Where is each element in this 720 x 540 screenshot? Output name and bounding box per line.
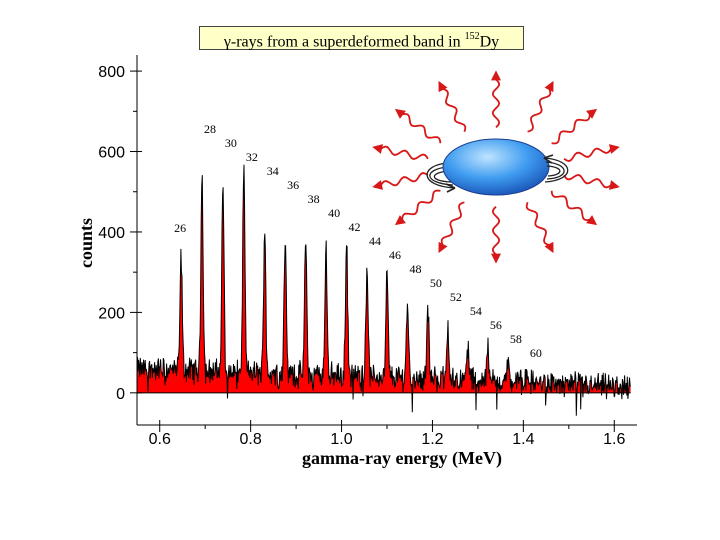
x-axis-label: gamma-ray energy (MeV) bbox=[302, 448, 502, 469]
y-axis-label: counts bbox=[76, 218, 96, 268]
peak-label: 32 bbox=[246, 150, 258, 164]
gamma-ray-arrow bbox=[563, 174, 612, 189]
gamma-ray-arrow bbox=[527, 88, 552, 133]
peak-label: 46 bbox=[389, 248, 401, 262]
x-tick-label: 1.2 bbox=[421, 431, 443, 448]
chart-title: γ-rays from a superdeformed band in 152D… bbox=[199, 26, 524, 50]
gamma-ray-arrow bbox=[550, 190, 591, 222]
emission-arrows bbox=[372, 70, 620, 264]
gamma-ray-arrowhead bbox=[438, 241, 448, 254]
spectrum-plot: 26 28 30 32 34 36 38 40 42 44 46 48 50 52 54 56 58 60 bbox=[136, 122, 632, 416]
title-mass-number: 152 bbox=[464, 31, 480, 42]
gamma-ray-arrowhead bbox=[609, 144, 620, 154]
spectrum-trace bbox=[136, 164, 632, 416]
peak-label: 44 bbox=[369, 234, 381, 248]
gamma-ray-arrow bbox=[442, 88, 467, 132]
gamma-ray-arrow bbox=[551, 114, 591, 145]
peak-label: 26 bbox=[174, 221, 186, 235]
gamma-ray-arrowhead bbox=[586, 215, 598, 226]
gamma-ray-arrow bbox=[380, 145, 429, 160]
gamma-ray-arrowhead bbox=[394, 108, 406, 119]
x-tick-label: 1.0 bbox=[330, 431, 352, 448]
gamma-ray-arrowhead bbox=[438, 80, 448, 93]
nucleus-illustration bbox=[372, 70, 620, 264]
x-tick-label: 1.6 bbox=[603, 431, 625, 448]
peak-label: 52 bbox=[450, 290, 462, 304]
y-tick-label: 600 bbox=[98, 145, 125, 162]
y-ticks: 0 200 400 600 800 bbox=[98, 64, 142, 403]
peak-label: 48 bbox=[409, 262, 421, 276]
peak-label: 36 bbox=[287, 178, 299, 192]
gamma-ray-arrowhead bbox=[394, 215, 406, 226]
x-tick-label: 1.4 bbox=[512, 431, 534, 448]
peak-label: 50 bbox=[430, 276, 442, 290]
rotation-arrow-right bbox=[543, 154, 569, 183]
y-tick-label: 200 bbox=[98, 305, 125, 322]
peak-label: 60 bbox=[530, 346, 542, 360]
gamma-ray-arrowhead bbox=[586, 108, 598, 119]
gamma-ray-arrow bbox=[525, 202, 550, 246]
y-tick-label: 800 bbox=[98, 64, 125, 81]
gamma-ray-arrowhead bbox=[491, 70, 501, 81]
peak-labels: 26 28 30 32 34 36 38 40 42 44 46 48 50 52 54 56 58 60 bbox=[174, 122, 542, 360]
rotation-arrow-left bbox=[426, 162, 456, 193]
peak-label: 54 bbox=[470, 304, 482, 318]
y-tick-label: 0 bbox=[116, 386, 125, 403]
gamma-ray-arrowhead bbox=[372, 180, 383, 190]
title-text: γ-rays from a superdeformed band in bbox=[223, 33, 465, 51]
gamma-ray-arrow bbox=[440, 201, 465, 246]
peak-label: 38 bbox=[308, 192, 320, 206]
peak-label: 30 bbox=[225, 136, 237, 150]
gamma-ray-arrowhead bbox=[609, 180, 620, 190]
peak-label: 28 bbox=[204, 122, 216, 136]
gamma-ray-arrowhead bbox=[372, 144, 383, 154]
gamma-ray-arrow bbox=[401, 189, 441, 220]
gamma-ray-arrow bbox=[380, 172, 429, 187]
gamma-ray-arrow bbox=[563, 147, 612, 162]
gamma-ray-arrowhead bbox=[544, 80, 554, 93]
gamma-ray-arrow bbox=[491, 78, 501, 129]
title-element: Dy bbox=[479, 33, 500, 51]
peak-label: 56 bbox=[490, 318, 502, 332]
peak-label: 58 bbox=[510, 332, 522, 346]
peak-label: 40 bbox=[328, 206, 340, 220]
peak-label: 34 bbox=[267, 164, 279, 178]
y-tick-label: 400 bbox=[98, 225, 125, 242]
peak-label: 42 bbox=[349, 220, 361, 234]
deformed-nucleus bbox=[442, 138, 550, 196]
gamma-ray-arrowhead bbox=[491, 253, 501, 264]
x-tick-label: 0.8 bbox=[240, 431, 262, 448]
axes: 0 200 400 600 800 0.6 0.8 1.0 1.2 1.4 1.6 gamma-r… bbox=[76, 55, 637, 469]
gamma-ray-arrow bbox=[401, 112, 442, 144]
gamma-ray-arrowhead bbox=[544, 241, 554, 254]
gamma-ray-arrow bbox=[491, 205, 501, 256]
x-tick-label: 0.6 bbox=[149, 431, 171, 448]
x-ticks: 0.6 0.8 1.0 1.2 1.4 1.6 bbox=[149, 420, 625, 448]
